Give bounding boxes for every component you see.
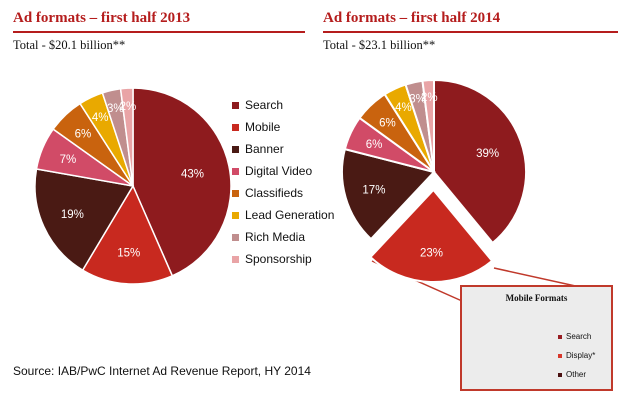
- pie-slice: [341, 147, 436, 241]
- inset-legend-label: Other: [566, 370, 587, 379]
- legend-label: Digital Video: [245, 164, 313, 178]
- legend-item-mobile: Mobile: [232, 116, 334, 138]
- slice-label: 39%: [476, 148, 499, 160]
- pie-slice: [369, 188, 494, 283]
- legend-swatch: [232, 233, 239, 241]
- zoom-connector-line: [493, 267, 581, 288]
- pie-slice: [132, 87, 232, 277]
- legend-item-lead-generation: Lead Generation: [232, 204, 334, 226]
- title-rule-2013: [13, 31, 305, 33]
- inset-legend-swatch: [558, 372, 562, 377]
- legend-item-search: Search: [232, 94, 334, 116]
- total-2013: Total - $20.1 billion**: [13, 38, 126, 52]
- inset-legend: Search Display* Other: [558, 327, 595, 384]
- legend-swatch: [232, 145, 239, 153]
- inset-legend-item: Display*: [558, 346, 595, 365]
- legend-swatch: [232, 189, 239, 197]
- slice-label: 4%: [92, 112, 109, 124]
- slice-label: 3%: [409, 94, 426, 106]
- legend-swatch: [232, 101, 239, 109]
- legend: Search Mobile Banner Digital Video Class…: [232, 94, 334, 270]
- slice-label: 6%: [75, 129, 92, 141]
- legend-item-rich-media: Rich Media: [232, 226, 334, 248]
- pie-slice: [119, 87, 134, 187]
- source-note: Source: IAB/PwC Internet Ad Revenue Repo…: [13, 364, 311, 378]
- pie-slice: [433, 78, 527, 245]
- legend-item-sponsorship: Sponsorship: [232, 248, 334, 270]
- legend-swatch: [232, 167, 239, 175]
- slice-label: 43%: [181, 169, 204, 181]
- slice-label: 3%: [107, 103, 124, 115]
- legend-label: Sponsorship: [245, 252, 312, 266]
- legend-swatch: [232, 255, 239, 263]
- slice-label: 7%: [60, 154, 77, 166]
- inset-legend-label: Display*: [566, 351, 596, 360]
- legend-swatch: [232, 123, 239, 131]
- slice-label: 2%: [421, 92, 438, 104]
- legend-label: Banner: [245, 142, 284, 156]
- chart-title-2014: Ad formats – first half 2014: [323, 10, 501, 26]
- slice-label: 6%: [379, 118, 396, 130]
- legend-label: Search: [245, 98, 284, 112]
- inset-legend-item: Search: [558, 327, 595, 346]
- pie-slice: [34, 168, 135, 272]
- chart-title-2013: Ad formats – first half 2013: [13, 10, 191, 26]
- slice-label: 2%: [120, 101, 137, 113]
- legend-label: Mobile: [245, 120, 281, 134]
- mobile-formats-inset: Mobile Formats Search Display* Other: [460, 285, 613, 391]
- inset-legend-swatch: [558, 334, 562, 339]
- slice-label: 6%: [366, 139, 383, 151]
- slice-label: 23%: [420, 248, 443, 260]
- slice-label: 17%: [362, 185, 385, 197]
- pie-slice: [421, 78, 435, 173]
- pie-slice: [81, 184, 174, 285]
- title-rule-2014: [323, 31, 618, 33]
- inset-legend-swatch: [558, 353, 562, 358]
- inset-title: Mobile Formats: [505, 293, 568, 303]
- legend-swatch: [232, 211, 239, 219]
- legend-item-digital-video: Digital Video: [232, 160, 334, 182]
- legend-label: Lead Generation: [245, 208, 335, 222]
- slice-label: 19%: [61, 209, 84, 221]
- inset-legend-label: Search: [566, 332, 592, 341]
- slice-label: 15%: [117, 248, 140, 260]
- legend-item-classifieds: Classifieds: [232, 182, 334, 204]
- total-2014: Total - $23.1 billion**: [323, 38, 436, 52]
- inset-legend-item: Other: [558, 365, 595, 384]
- legend-label: Rich Media: [245, 230, 306, 244]
- legend-item-banner: Banner: [232, 138, 334, 160]
- slice-label: 4%: [395, 102, 412, 114]
- legend-label: Classifieds: [245, 186, 304, 200]
